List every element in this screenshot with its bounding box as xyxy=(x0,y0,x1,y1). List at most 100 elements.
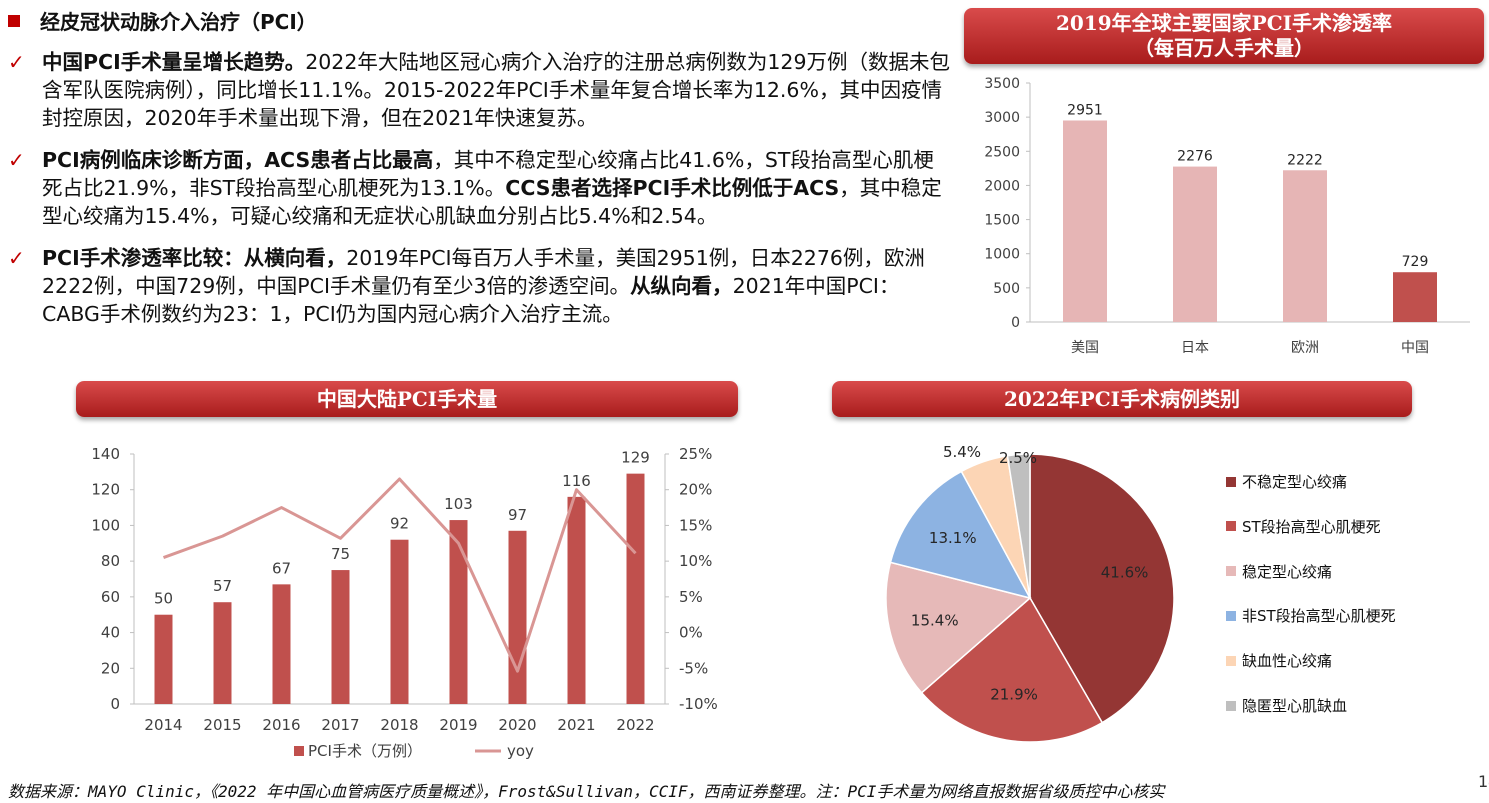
pie-data-label: 13.1% xyxy=(929,529,977,547)
bar xyxy=(213,602,232,704)
bullet-text: PCI手术渗透率比较：从横向看，2019年PCI每百万人手术量，美国2951例，… xyxy=(42,246,925,326)
legend-item: 稳定型心绞痛 xyxy=(1226,561,1332,582)
bar xyxy=(1283,170,1327,322)
legend-label-bar: PCI手术（万例） xyxy=(308,742,422,760)
case-type-chart-banner-text: 2022年PCI手术病例类别 xyxy=(1004,387,1240,411)
legend-swatch xyxy=(1226,610,1236,621)
y-tick-label: 140 xyxy=(91,445,120,463)
bar xyxy=(1393,272,1437,322)
pie-slice xyxy=(889,470,1032,600)
legend-swatch xyxy=(1226,476,1236,487)
data-label: 50 xyxy=(154,590,173,608)
legend-item: 非ST段抬高型心肌梗死 xyxy=(1226,605,1396,626)
y2-tick-label: 5% xyxy=(679,588,703,606)
banner-line-1: 2019年全球主要国家PCI手术渗透率 xyxy=(1056,11,1392,35)
y2-tick-label: 0% xyxy=(679,624,703,642)
data-label: 92 xyxy=(390,515,409,533)
check-icon: ✓ xyxy=(8,246,25,270)
pie-slice xyxy=(1029,453,1175,724)
y-tick-label: 0 xyxy=(110,695,120,713)
section-marker xyxy=(8,14,20,27)
bar xyxy=(272,584,291,704)
x-tick-label: 2020 xyxy=(498,716,536,734)
pie-slice xyxy=(885,561,1032,694)
bar xyxy=(1173,166,1217,322)
bar xyxy=(449,520,468,704)
y-tick-label: 40 xyxy=(101,624,120,642)
banner-line-2: （每百万人手术量） xyxy=(1134,36,1314,60)
y2-tick-label: 25% xyxy=(679,445,712,463)
pie-data-label: 21.9% xyxy=(990,686,1038,704)
legend-label: ST段抬高型心肌梗死 xyxy=(1242,517,1381,536)
x-tick-label: 美国 xyxy=(1071,340,1099,356)
pie-slice xyxy=(1006,453,1031,599)
bullet-item: ✓ PCI病例临床诊断方面，ACS患者占比最高，其中不稳定型心绞痛占比41.6%… xyxy=(8,146,953,230)
x-tick-label: 欧洲 xyxy=(1291,340,1319,356)
data-label: 67 xyxy=(272,559,291,577)
data-label: 103 xyxy=(444,495,473,513)
legend-item: 隐匿型心肌缺血 xyxy=(1226,695,1347,716)
page-number: 14 xyxy=(1478,772,1489,791)
y-tick-label: 2000 xyxy=(984,178,1020,194)
penetration-chart-banner: 2019年全球主要国家PCI手术渗透率 （每百万人手术量） xyxy=(964,8,1484,64)
legend-label-line: yoy xyxy=(507,742,534,760)
bar xyxy=(331,570,350,704)
legend-swatch xyxy=(1226,521,1236,532)
y-tick-label: 1500 xyxy=(984,213,1020,229)
y-tick-label: 80 xyxy=(101,552,120,570)
case-type-pie-chart: 41.6% 21.9% 15.4% 13.1% 5.4% 2.5% xyxy=(885,443,1175,743)
pie-data-label: 5.4% xyxy=(943,443,981,461)
pie-data-label: 2.5% xyxy=(999,449,1037,467)
data-label: 729 xyxy=(1402,254,1429,270)
volume-chart-banner: 中国大陆PCI手术量 xyxy=(76,381,738,417)
check-icon: ✓ xyxy=(8,50,25,74)
x-tick-label: 2015 xyxy=(203,716,241,734)
data-label: 116 xyxy=(562,472,591,490)
y2-tick-label: 10% xyxy=(679,552,712,570)
case-type-chart-banner: 2022年PCI手术病例类别 xyxy=(832,381,1412,417)
data-label: 2951 xyxy=(1067,102,1103,118)
legend-swatch xyxy=(1226,700,1236,711)
data-label: 2276 xyxy=(1177,149,1213,165)
legend-label: 非ST段抬高型心肌梗死 xyxy=(1242,607,1396,626)
y-tick-label: 20 xyxy=(101,659,120,677)
bullet-list: ✓ 中国PCI手术量呈增长趋势。2022年大陆地区冠心病介入治疗的注册总病例数为… xyxy=(8,48,953,342)
legend-swatch xyxy=(1226,655,1236,666)
x-tick-label: 中国 xyxy=(1401,340,1429,356)
bar xyxy=(390,539,409,704)
yoy-line xyxy=(162,477,637,673)
y-tick-label: 3500 xyxy=(984,76,1020,92)
bullet-text: PCI病例临床诊断方面，ACS患者占比最高，其中不稳定型心绞痛占比41.6%，S… xyxy=(42,148,942,228)
legend-label: 缺血性心绞痛 xyxy=(1242,652,1333,671)
y-tick-label: 120 xyxy=(91,481,120,499)
data-label: 57 xyxy=(213,577,232,595)
x-tick-label: 2018 xyxy=(380,716,418,734)
y-tick-label: 3000 xyxy=(984,110,1020,126)
legend-label: 不稳定型心绞痛 xyxy=(1242,473,1348,491)
volume-chart-banner-text: 中国大陆PCI手术量 xyxy=(316,387,498,411)
legend-item: 缺血性心绞痛 xyxy=(1226,650,1332,671)
x-tick-label: 2022 xyxy=(616,716,654,734)
bar xyxy=(626,473,645,704)
y-tick-label: 60 xyxy=(101,588,120,606)
x-tick-label: 2021 xyxy=(557,716,595,734)
y2-tick-label: -5% xyxy=(679,659,708,677)
check-icon: ✓ xyxy=(8,148,25,172)
x-tick-label: 2017 xyxy=(321,716,359,734)
data-label: 129 xyxy=(621,449,650,467)
bar xyxy=(1063,120,1107,322)
x-tick-label: 2014 xyxy=(144,716,182,734)
y-tick-label: 1000 xyxy=(984,247,1020,263)
volume-chart: 0 20 40 60 80 100 120 140 -10% -5% 0% 5% 10% 15% 20% 2… xyxy=(91,445,717,760)
legend-swatch-bar xyxy=(294,746,304,756)
legend-item: 不稳定型心绞痛 xyxy=(1226,471,1347,492)
data-label: 75 xyxy=(331,545,350,563)
x-tick-label: 2016 xyxy=(262,716,300,734)
pie-data-label: 41.6% xyxy=(1101,564,1149,582)
legend-label: 隐匿型心肌缺血 xyxy=(1242,697,1348,715)
data-label: 2222 xyxy=(1287,152,1323,168)
y-tick-label: 500 xyxy=(993,281,1020,297)
pie-slice xyxy=(920,596,1104,743)
y2-tick-label: 15% xyxy=(679,516,712,534)
legend-item: ST段抬高型心肌梗死 xyxy=(1226,516,1381,537)
